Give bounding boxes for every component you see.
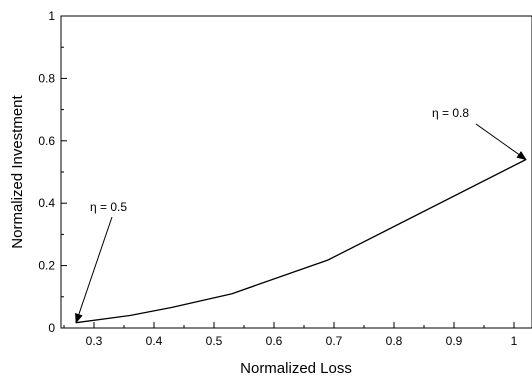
x-tick-label: 0.4 xyxy=(146,334,163,348)
y-tick-label: 0 xyxy=(48,321,55,335)
annotation-arrow xyxy=(475,123,527,161)
y-tick-label: 1 xyxy=(48,9,55,23)
annotation-layer: η = 0.5 η = 0.8 xyxy=(75,106,527,324)
annotation-label: η = 0.8 xyxy=(432,106,469,120)
series-line xyxy=(75,158,527,324)
x-tick-label: 0.5 xyxy=(206,334,223,348)
x-tick-label: 0.6 xyxy=(266,334,283,348)
x-axis-label: Normalized Loss xyxy=(240,360,352,377)
annotation-arrow xyxy=(75,216,113,324)
y-tick-label: 0.8 xyxy=(38,71,55,85)
y-axis-ticks: 0 0.2 0.4 0.6 0.8 1 xyxy=(38,9,67,335)
annotation-label: η = 0.5 xyxy=(90,200,127,214)
x-axis-ticks: 0.3 0.4 0.5 0.6 0.7 0.8 0.9 1 xyxy=(63,322,518,348)
y-tick-label: 0.4 xyxy=(38,196,55,210)
plot-frame xyxy=(60,15,532,329)
y-axis-label: Normalized Investment xyxy=(9,94,26,248)
x-tick-label: 0.7 xyxy=(326,334,343,348)
x-tick-label: 0.9 xyxy=(446,334,463,348)
y-tick-label: 0.2 xyxy=(38,259,55,273)
x-tick-label: 1 xyxy=(511,334,518,348)
series-layer xyxy=(75,158,527,324)
y-tick-label: 0.6 xyxy=(38,134,55,148)
x-tick-label: 0.8 xyxy=(386,334,403,348)
x-tick-label: 0.3 xyxy=(86,334,103,348)
